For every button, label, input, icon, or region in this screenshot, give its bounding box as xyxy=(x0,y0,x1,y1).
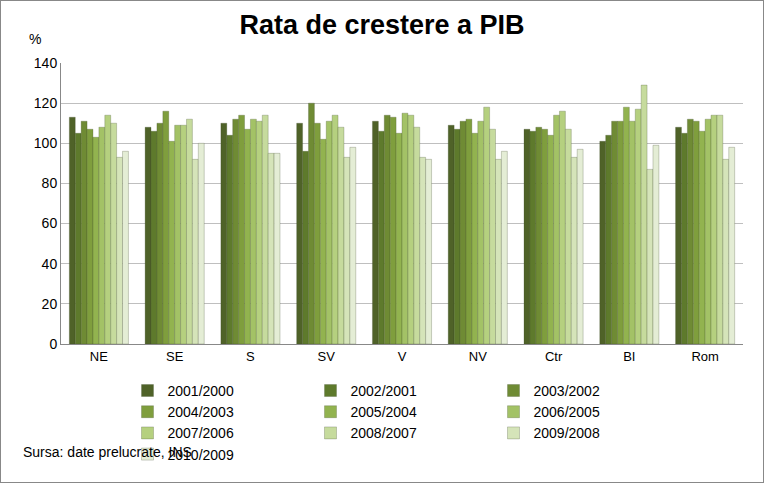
svg-text:%: % xyxy=(29,31,41,47)
svg-text:0: 0 xyxy=(49,336,57,352)
svg-text:2002/2001: 2002/2001 xyxy=(351,383,417,399)
svg-text:Rata de crestere a PIB: Rata de crestere a PIB xyxy=(239,10,524,40)
svg-text:20: 20 xyxy=(42,296,58,312)
svg-text:60: 60 xyxy=(42,215,58,231)
svg-text:2001/2000: 2001/2000 xyxy=(168,383,234,399)
svg-text:100: 100 xyxy=(34,135,58,151)
svg-text:SV: SV xyxy=(318,349,336,364)
svg-text:Ctr: Ctr xyxy=(545,349,563,364)
svg-text:80: 80 xyxy=(42,175,58,191)
svg-text:2004/2003: 2004/2003 xyxy=(168,404,234,420)
svg-text:NV: NV xyxy=(469,349,487,364)
svg-text:2003/2002: 2003/2002 xyxy=(534,383,600,399)
svg-text:2005/2004: 2005/2004 xyxy=(351,404,417,420)
svg-text:SE: SE xyxy=(166,349,184,364)
svg-text:2010/2009: 2010/2009 xyxy=(168,447,234,463)
svg-text:Rom: Rom xyxy=(691,349,718,364)
svg-text:V: V xyxy=(398,349,407,364)
svg-text:120: 120 xyxy=(34,95,58,111)
svg-text:2008/2007: 2008/2007 xyxy=(351,425,417,441)
svg-text:BI: BI xyxy=(623,349,635,364)
svg-text:S: S xyxy=(246,349,255,364)
svg-text:2007/2006: 2007/2006 xyxy=(168,425,234,441)
svg-text:NE: NE xyxy=(90,349,108,364)
svg-text:40: 40 xyxy=(42,256,58,272)
svg-text:Sursa: date prelucrate, INS: Sursa: date prelucrate, INS xyxy=(23,444,192,460)
svg-text:2009/2008: 2009/2008 xyxy=(534,425,600,441)
svg-text:140: 140 xyxy=(34,55,58,71)
svg-text:2006/2005: 2006/2005 xyxy=(534,404,600,420)
